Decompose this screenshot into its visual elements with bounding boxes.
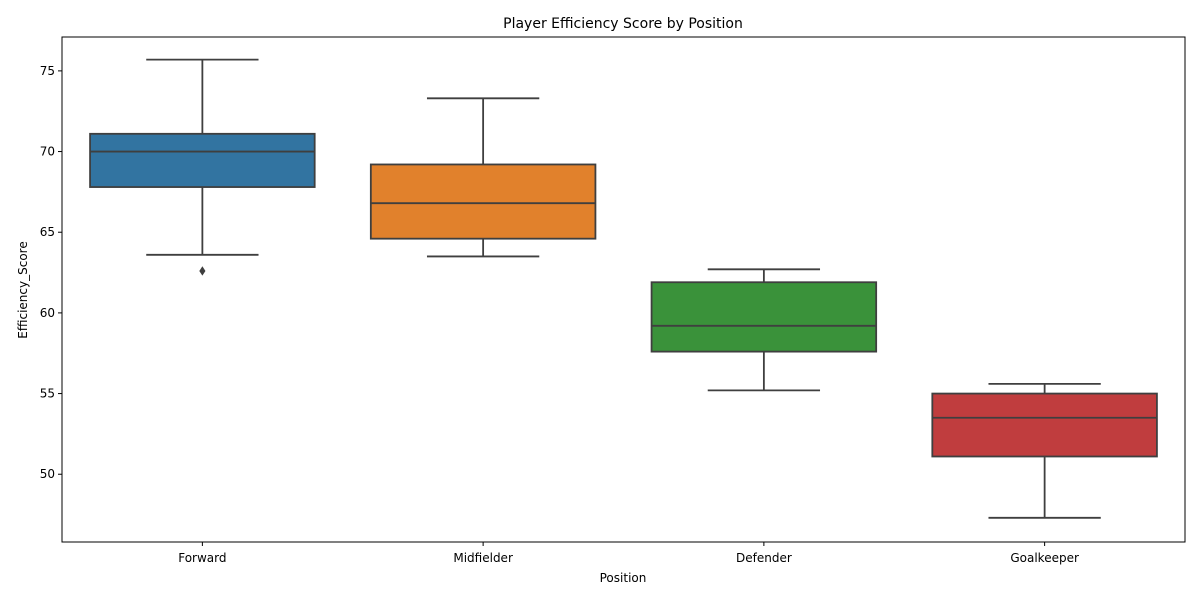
iqr-box <box>89 132 316 188</box>
y-tick-label: 60 <box>40 306 55 320</box>
iqr-box <box>931 392 1158 458</box>
y-tick-label: 55 <box>40 387 55 401</box>
box-forward <box>89 58 316 276</box>
box-midfielder <box>369 97 597 258</box>
y-tick-label: 65 <box>40 225 55 239</box>
iqr-box <box>650 281 878 353</box>
x-tick-label: Midfielder <box>453 551 513 565</box>
plot-area <box>89 58 1158 519</box>
y-axis: 50 55 60 65 70 75 <box>40 64 62 481</box>
y-tick-label: 50 <box>40 467 55 481</box>
x-tick-label: Goalkeeper <box>1010 551 1079 565</box>
plot-frame <box>61 36 1186 543</box>
y-tick-label: 70 <box>40 145 55 159</box>
chart-title: Player Efficiency Score by Position <box>503 16 743 32</box>
box-goalkeeper <box>931 382 1158 519</box>
x-axis-label: Position <box>600 571 647 585</box>
x-tick-label: Defender <box>736 551 792 565</box>
box-defender <box>650 268 878 392</box>
x-tick-label: Forward <box>178 551 226 565</box>
y-tick-label: 75 <box>40 64 55 78</box>
outlier-point <box>199 266 206 276</box>
x-axis: Forward Midfielder Defender Goalkeeper <box>178 542 1079 565</box>
iqr-box <box>369 163 597 240</box>
y-axis-label: Efficiency_Score <box>16 241 30 338</box>
